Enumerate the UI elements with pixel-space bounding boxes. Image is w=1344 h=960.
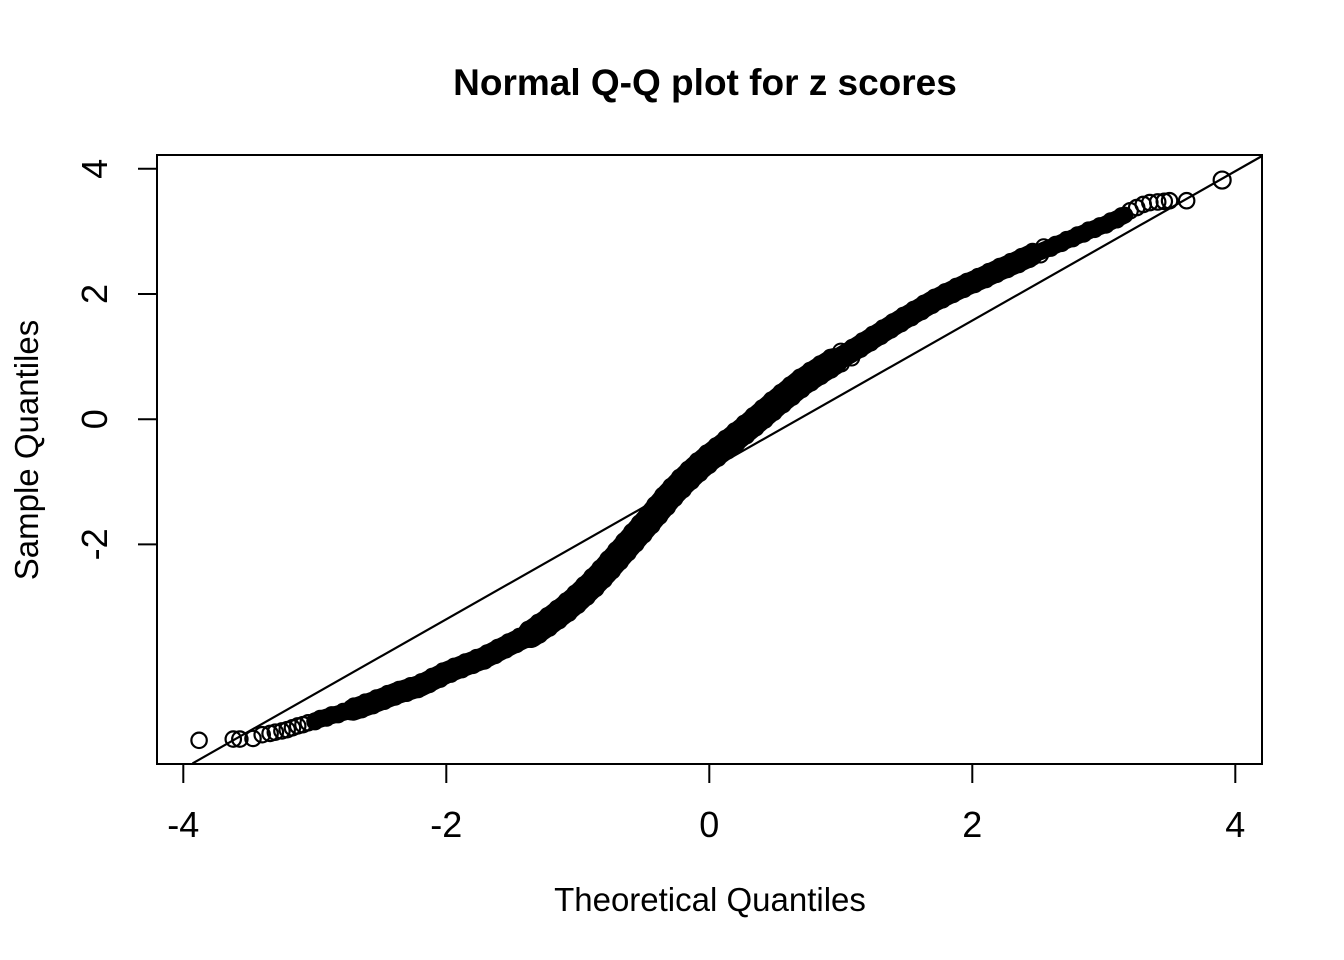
data-point-circle [467, 648, 486, 667]
left-tail-point [253, 725, 272, 744]
data-point-circle [486, 646, 504, 665]
y-tick-label: 2 [74, 284, 115, 304]
x-tick-label: 0 [699, 804, 719, 845]
data-point-circle [955, 280, 973, 299]
data-point-circle [1023, 242, 1042, 261]
y-tick-label: -2 [74, 528, 115, 560]
data-point-circle [958, 272, 976, 291]
right-tail-point [1155, 192, 1174, 211]
data-point-circle [894, 306, 912, 325]
data-point-circle [988, 265, 1006, 284]
data-point-circle [367, 689, 386, 707]
data-point-circle [1012, 247, 1031, 266]
data-point-circle [1064, 230, 1082, 248]
chart-title: Normal Q-Q plot for z scores [453, 62, 957, 103]
data-point-circle [1042, 239, 1060, 257]
y-tick-label: 0 [74, 409, 115, 429]
data-point-circle [345, 697, 363, 715]
data-point-circle [311, 709, 329, 728]
data-point-circle [944, 285, 962, 304]
data-point-circle [1035, 238, 1053, 256]
data-point-circle [431, 670, 449, 688]
data-point-circle [1046, 235, 1065, 254]
left-tail-point [299, 714, 318, 732]
data-point-circle [489, 638, 507, 657]
data-point-circle [966, 275, 984, 294]
right-tail-point [1148, 193, 1167, 211]
data-point-circle [1068, 226, 1087, 244]
data-point-circle [379, 684, 397, 703]
right-tail-point [1212, 170, 1232, 190]
x-tick-label: -2 [430, 804, 462, 845]
data-point-circle [420, 675, 439, 694]
data-point-circle [915, 294, 933, 312]
left-tail-point [224, 730, 243, 748]
data-point-circle [980, 262, 998, 281]
data-point-circle [1057, 230, 1076, 249]
data-point-circle [497, 641, 515, 659]
data-point-circle [478, 644, 496, 662]
data-point-circle [375, 692, 393, 710]
data-point-circle [409, 680, 427, 699]
data-point-circle [434, 662, 452, 680]
data-point-circle [936, 283, 954, 301]
data-point-circle [999, 260, 1017, 279]
data-point-circle [822, 361, 840, 379]
data-point-circle [1108, 211, 1126, 229]
data-point-circle [977, 270, 995, 289]
y-tick-label: 4 [74, 159, 115, 179]
x-tick-label: 4 [1225, 804, 1245, 845]
data-point-circle [1091, 217, 1109, 235]
data-point-circle [1053, 234, 1071, 253]
data-point-circle [1010, 255, 1028, 274]
data-point-circle [1097, 216, 1115, 234]
data-point-circle [969, 267, 987, 286]
data-point-circle [1112, 207, 1131, 225]
left-tail-point [244, 729, 262, 748]
left-tail-point [231, 730, 249, 748]
data-point-circle [364, 697, 382, 715]
data-point-circle [334, 702, 352, 721]
y-axis-label: Sample Quantiles [8, 320, 45, 580]
data-point-circle [518, 630, 536, 649]
data-point-circle [507, 635, 526, 654]
data-point-circle [499, 633, 518, 651]
data-point-circle [1002, 252, 1020, 271]
data-point-circle [1079, 221, 1098, 239]
right-tail-point [1160, 191, 1179, 210]
x-tick-label: -4 [167, 804, 199, 845]
data-point-circle [1086, 220, 1104, 239]
data-point-circle [892, 315, 910, 333]
right-tail-point [1177, 191, 1196, 210]
left-tail-point [266, 723, 285, 741]
data-point-circle [423, 667, 441, 686]
data-point-circle [340, 702, 359, 721]
data-point-circle [902, 309, 921, 327]
data-point-circle [933, 291, 952, 309]
data-point-circle [991, 257, 1009, 276]
data-point-circle [1075, 225, 1093, 243]
data-point-circle [323, 706, 341, 724]
data-point-circle [453, 661, 471, 679]
data-point-circle [923, 296, 941, 315]
data-point-circle [475, 652, 494, 670]
left-tail-point [190, 731, 208, 750]
data-point-circle [412, 673, 431, 691]
data-point-circle [445, 657, 463, 675]
data-point-circle [356, 693, 374, 711]
data-point-circle [904, 300, 923, 319]
x-axis-label: Theoretical Quantiles [554, 881, 866, 918]
data-point-circle [456, 653, 474, 671]
data-point-circle [1102, 212, 1120, 230]
data-point-circle [442, 665, 460, 683]
x-tick-label: 2 [962, 804, 982, 845]
data-point-circle [947, 277, 965, 296]
data-point-circle [464, 656, 482, 675]
data-point-circle [1020, 250, 1039, 269]
data-point-circle [925, 288, 944, 306]
data-point-circle [832, 355, 850, 373]
